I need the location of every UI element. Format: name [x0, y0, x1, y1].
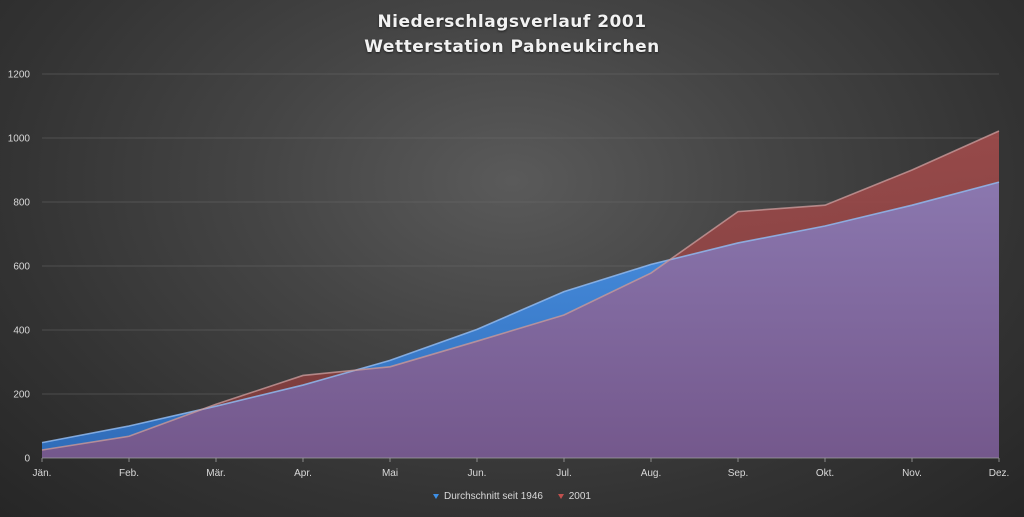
legend-item-durchschnitt: Durchschnitt seit 1946 [433, 491, 543, 502]
x-tick-label: Apr. [294, 468, 312, 479]
y-tick-label: 400 [13, 326, 30, 337]
x-tick-label: Okt. [816, 468, 834, 479]
x-tick-label: Mai [382, 468, 398, 479]
y-tick-label: 0 [24, 454, 30, 465]
y-axis: 0 200 400 600 800 1000 1200 [8, 70, 31, 465]
y-tick-label: 200 [13, 390, 30, 401]
legend-item-2001: 2001 [557, 491, 591, 502]
legend: Durchschnitt seit 1946 2001 [0, 491, 1024, 502]
x-tick-label: Jän. [33, 468, 52, 479]
legend-marker-red-icon [557, 494, 564, 499]
x-tick-label: Sep. [728, 468, 749, 479]
legend-label: Durchschnitt seit 1946 [444, 491, 543, 502]
x-tick-label: Dez. [989, 468, 1010, 479]
x-tick-label: Mär. [206, 468, 225, 479]
y-tick-label: 600 [13, 262, 30, 273]
chart-title-line: Niederschlagsverlauf 2001 [377, 12, 647, 32]
chart-title: Niederschlagsverlauf 2001 Wetterstation … [0, 10, 1024, 60]
x-tick-label: Jun. [468, 468, 487, 479]
y-tick-label: 800 [13, 198, 30, 209]
legend-marker-blue-icon [433, 494, 439, 499]
x-tick-label: Jul. [556, 468, 572, 479]
x-tick-label: Nov. [902, 468, 922, 479]
x-axis: Jän. Feb. Mär. Apr. Mai Jun. Jul. Aug. Sep. Okt. N… [33, 457, 1010, 479]
x-tick-label: Feb. [119, 468, 139, 479]
y-tick-label: 1200 [8, 70, 31, 81]
series-area-overlap [42, 182, 999, 458]
series-areas [41, 130, 1000, 458]
y-tick-label: 1000 [8, 134, 31, 145]
chart-subtitle: Wetterstation Pabneukirchen [364, 37, 660, 57]
x-tick-label: Aug. [641, 468, 662, 479]
series-line-2001 [41, 130, 1000, 451]
legend-label: 2001 [568, 491, 591, 502]
